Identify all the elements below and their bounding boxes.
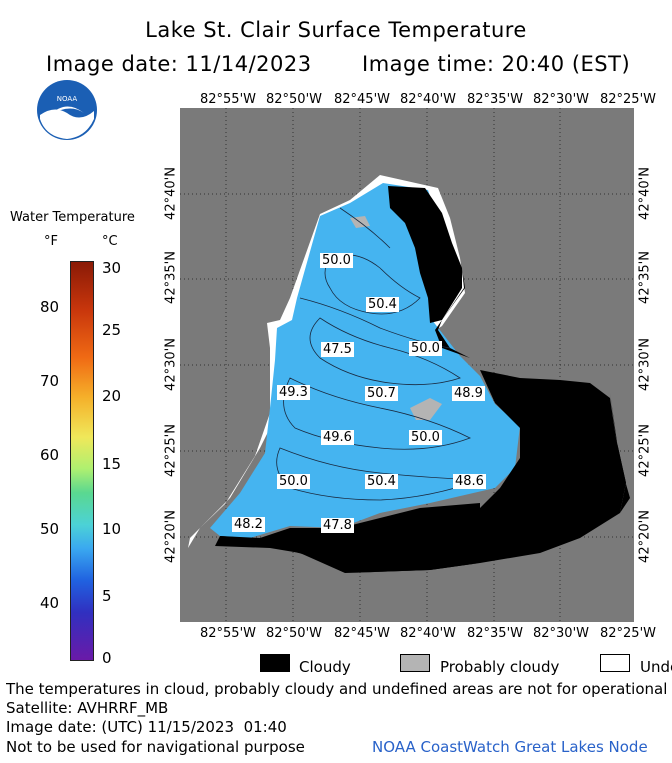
undefined-label: Undefined <box>640 658 672 676</box>
temp-label: 50.7 <box>365 386 398 401</box>
temp-label: 50.0 <box>409 341 442 356</box>
image-time: Image time: 20:40 (EST) <box>362 52 631 76</box>
south-cloud <box>220 503 480 573</box>
temp-label: 49.3 <box>277 385 310 400</box>
f-tick: 40 <box>40 594 60 612</box>
logo-text: NOAA <box>57 95 78 103</box>
c-tick: 15 <box>102 455 122 473</box>
image-date: Image date: 11/14/2023 <box>46 52 312 76</box>
temp-label: 47.8 <box>321 518 354 533</box>
c-tick: 0 <box>102 649 112 667</box>
noaa-logo: NOAA <box>36 79 98 141</box>
lon-label: 82°35'W <box>466 626 523 641</box>
lon-label: 82°40'W <box>399 626 456 641</box>
map-svg <box>180 108 634 622</box>
c-tick: 20 <box>102 387 122 405</box>
temp-label: 50.4 <box>366 297 399 312</box>
temp-label: 48.9 <box>452 386 485 401</box>
lon-label: 82°25'W <box>599 626 656 641</box>
probably-cloudy-area <box>410 398 442 420</box>
colorbar-title: Water Temperature <box>10 210 135 225</box>
temp-label: 50.4 <box>365 474 398 489</box>
lon-label: 82°45'W <box>333 626 390 641</box>
disclaimer: Not to be used for navigational purpose <box>6 738 305 756</box>
lat-label: 42°40'N <box>637 167 653 220</box>
lon-label: 82°50'W <box>265 92 322 107</box>
lat-label: 42°25'N <box>163 424 179 477</box>
probably-cloudy-swatch <box>400 654 430 672</box>
map-title: Lake St. Clair Surface Temperature <box>145 18 527 42</box>
f-tick: 80 <box>40 298 60 316</box>
temp-label: 50.0 <box>409 430 442 445</box>
lon-label: 82°35'W <box>466 92 523 107</box>
lon-label: 82°30'W <box>532 92 589 107</box>
lon-label: 82°50'W <box>265 626 322 641</box>
lake-map <box>180 108 634 622</box>
lon-label: 82°45'W <box>333 92 390 107</box>
unit-fahrenheit: °F <box>44 234 58 249</box>
temp-label: 47.5 <box>321 342 354 357</box>
temp-label: 48.2 <box>232 517 265 532</box>
lat-label: 42°35'N <box>637 251 653 304</box>
lat-label: 42°30'N <box>163 338 179 391</box>
lat-label: 42°35'N <box>163 251 179 304</box>
f-tick: 70 <box>40 372 60 390</box>
north-cloud <box>388 186 462 323</box>
f-tick: 50 <box>40 520 60 538</box>
probably-cloudy-label: Probably cloudy <box>440 658 560 676</box>
temp-label: 50.0 <box>320 253 353 268</box>
lat-label: 42°25'N <box>637 424 653 477</box>
lat-label: 42°20'N <box>637 510 653 563</box>
footer-note: The temperatures in cloud, probably clou… <box>6 680 672 698</box>
cloudy-swatch <box>260 654 290 672</box>
temperature-colorbar <box>70 261 94 661</box>
utc-date: Image date: (UTC) 11/15/2023 01:40 <box>6 718 287 736</box>
lat-label: 42°40'N <box>163 167 179 220</box>
lat-label: 42°30'N <box>637 338 653 391</box>
lon-label: 82°30'W <box>532 626 589 641</box>
undefined-swatch <box>600 654 630 672</box>
lon-label: 82°25'W <box>599 92 656 107</box>
cloudy-label: Cloudy <box>299 658 351 676</box>
c-tick: 30 <box>102 259 122 277</box>
lon-label: 82°40'W <box>399 92 456 107</box>
c-tick: 25 <box>102 321 122 339</box>
temp-label: 48.6 <box>453 474 486 489</box>
coastwatch-credit: NOAA CoastWatch Great Lakes Node <box>372 738 648 756</box>
lon-label: 82°55'W <box>199 92 256 107</box>
lon-label: 82°55'W <box>199 626 256 641</box>
temp-label: 49.6 <box>321 430 354 445</box>
lat-label: 42°20'N <box>163 510 179 563</box>
satellite-info: Satellite: AVHRRF_MB <box>6 699 169 717</box>
c-tick: 10 <box>102 520 122 538</box>
temp-label: 50.0 <box>277 474 310 489</box>
f-tick: 60 <box>40 446 60 464</box>
unit-celsius: °C <box>102 234 118 249</box>
east-cloud <box>480 370 626 563</box>
c-tick: 5 <box>102 587 112 605</box>
